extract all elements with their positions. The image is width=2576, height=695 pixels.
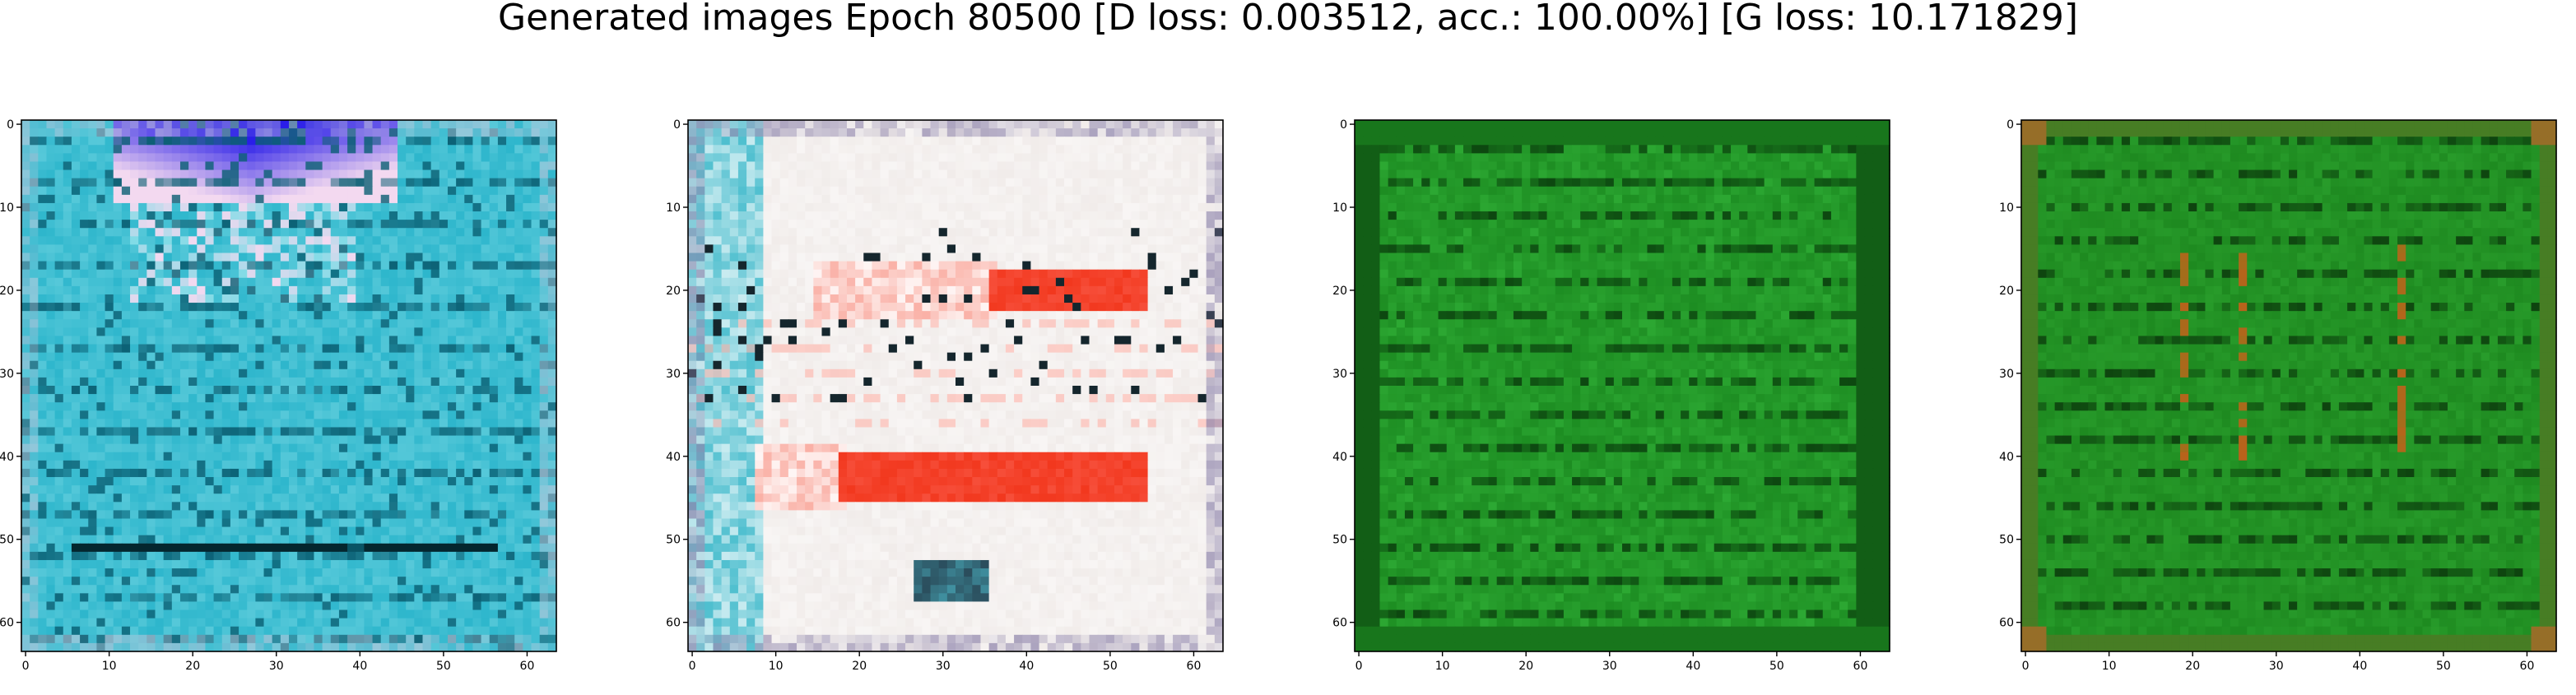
x-tick-label: 20 [1518, 660, 1533, 673]
axes-frame [687, 119, 1224, 652]
x-tick-label: 0 [689, 660, 696, 673]
x-tick-label: 50 [1103, 660, 1118, 673]
y-tick-label: 60 [666, 617, 681, 630]
x-tick-label: 20 [185, 660, 200, 673]
y-tick-label: 40 [1999, 451, 2014, 464]
x-tick-label: 40 [352, 660, 367, 673]
y-tick-label: 10 [666, 202, 681, 215]
x-tick-label: 10 [769, 660, 783, 673]
y-tick-label: 40 [1332, 451, 1347, 464]
y-tick-label: 40 [666, 451, 681, 464]
y-tick-label: 60 [1332, 617, 1347, 630]
image-axes-2: 0 10 20 30 40 50 60 0 10 20 30 40 50 60 [666, 118, 1224, 673]
generated-image-panel-3: 0 10 20 30 40 50 60 0 10 20 30 40 50 60 [1332, 118, 1890, 674]
y-tick-label: 60 [0, 617, 14, 630]
y-tick-label: 0 [2006, 118, 2014, 132]
x-tick-label: 20 [2185, 660, 2200, 673]
x-tick-label: 60 [2520, 660, 2535, 673]
x-tick-label: 40 [2352, 660, 2367, 673]
y-tick-label: 0 [7, 118, 14, 132]
x-tick-label: 10 [102, 660, 117, 673]
y-tick-label: 20 [1999, 285, 2014, 298]
image-pixels [1355, 120, 1890, 652]
x-tick-label: 40 [1686, 660, 1700, 673]
image-axes-3: 0 10 20 30 40 50 60 0 10 20 30 40 50 60 [1332, 118, 1890, 673]
x-tick-label: 30 [936, 660, 951, 673]
y-tick-label: 50 [0, 534, 14, 547]
x-tick-label: 60 [1853, 660, 1868, 673]
x-tick-label: 60 [1187, 660, 1202, 673]
y-tick-label: 50 [1332, 534, 1347, 547]
y-tick-label: 10 [1332, 202, 1347, 215]
x-tick-label: 0 [2022, 660, 2030, 673]
image-axes-4: 0 10 20 30 40 50 60 0 10 20 30 40 50 60 [1999, 118, 2557, 673]
image-pixels [2021, 120, 2557, 652]
generated-image-panel-4: 0 10 20 30 40 50 60 0 10 20 30 40 50 60 [1999, 118, 2557, 674]
x-tick-label: 40 [1019, 660, 1034, 673]
axes-frame [21, 119, 557, 652]
figure-title: Generated images Epoch 80500 [D loss: 0.… [497, 0, 2078, 39]
y-tick-label: 30 [666, 368, 681, 381]
y-tick-label: 10 [1999, 202, 2014, 215]
y-tick-label: 20 [0, 285, 14, 298]
y-tick-label: 30 [0, 368, 14, 381]
x-tick-label: 30 [2269, 660, 2284, 673]
image-axes-1: 0 10 20 30 40 50 60 0 10 20 30 40 50 60 [0, 118, 557, 673]
y-tick-label: 50 [666, 534, 681, 547]
axes-frame [1354, 119, 1890, 652]
axes-frame [2020, 119, 2557, 652]
x-tick-label: 0 [1355, 660, 1363, 673]
y-tick-label: 10 [0, 202, 14, 215]
image-pixels [21, 120, 557, 652]
image-pixels [688, 120, 1224, 652]
y-tick-label: 40 [0, 451, 14, 464]
y-tick-label: 60 [1999, 617, 2014, 630]
x-tick-label: 30 [1602, 660, 1617, 673]
x-tick-label: 30 [269, 660, 284, 673]
generated-image-panel-2: 0 10 20 30 40 50 60 0 10 20 30 40 50 60 [666, 118, 1224, 674]
y-tick-label: 50 [1999, 534, 2014, 547]
y-tick-label: 0 [673, 118, 681, 132]
x-tick-label: 10 [1435, 660, 1450, 673]
x-tick-label: 60 [520, 660, 535, 673]
x-tick-label: 0 [22, 660, 30, 673]
y-tick-label: 20 [666, 285, 681, 298]
x-tick-label: 50 [1769, 660, 1784, 673]
x-tick-label: 20 [852, 660, 867, 673]
y-tick-label: 0 [1340, 118, 1347, 132]
y-tick-label: 30 [1332, 368, 1347, 381]
y-tick-label: 20 [1332, 285, 1347, 298]
x-tick-label: 10 [2102, 660, 2117, 673]
y-tick-label: 30 [1999, 368, 2014, 381]
x-tick-label: 50 [436, 660, 451, 673]
generated-image-panel-1: 0 10 20 30 40 50 60 0 10 20 30 40 50 60 [0, 118, 557, 674]
x-tick-label: 50 [2436, 660, 2451, 673]
